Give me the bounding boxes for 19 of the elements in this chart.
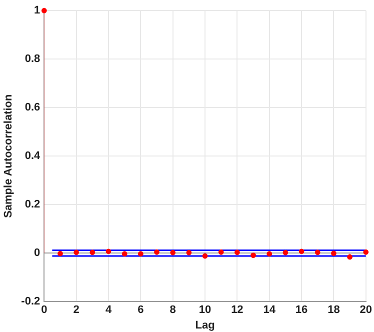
y-tick-label: 0.6: [24, 102, 40, 114]
x-tick-label: 12: [231, 304, 244, 316]
x-tick-label: 8: [170, 304, 176, 316]
x-tick-label: 16: [295, 304, 308, 316]
x-tick-label: 4: [105, 304, 112, 316]
x-tick-label: 6: [138, 304, 144, 316]
y-axis-title: Sample Autocorrelation: [2, 94, 15, 218]
x-tick-label: 20: [360, 304, 372, 316]
x-tick-label: 2: [73, 304, 80, 316]
y-tick-label: -0.2: [21, 296, 40, 308]
x-axis-title: Lag: [195, 319, 215, 332]
y-tick-label: 0.8: [24, 53, 40, 66]
y-tick-label: 0: [34, 247, 40, 260]
x-tick-label: 14: [263, 304, 276, 316]
y-tick-label: 0.2: [24, 198, 40, 211]
x-tick-label: 10: [198, 304, 212, 316]
y-tick-label: 0.4: [24, 150, 42, 162]
y-tick-label: 1: [34, 4, 40, 17]
x-tick-label: 18: [328, 304, 340, 316]
